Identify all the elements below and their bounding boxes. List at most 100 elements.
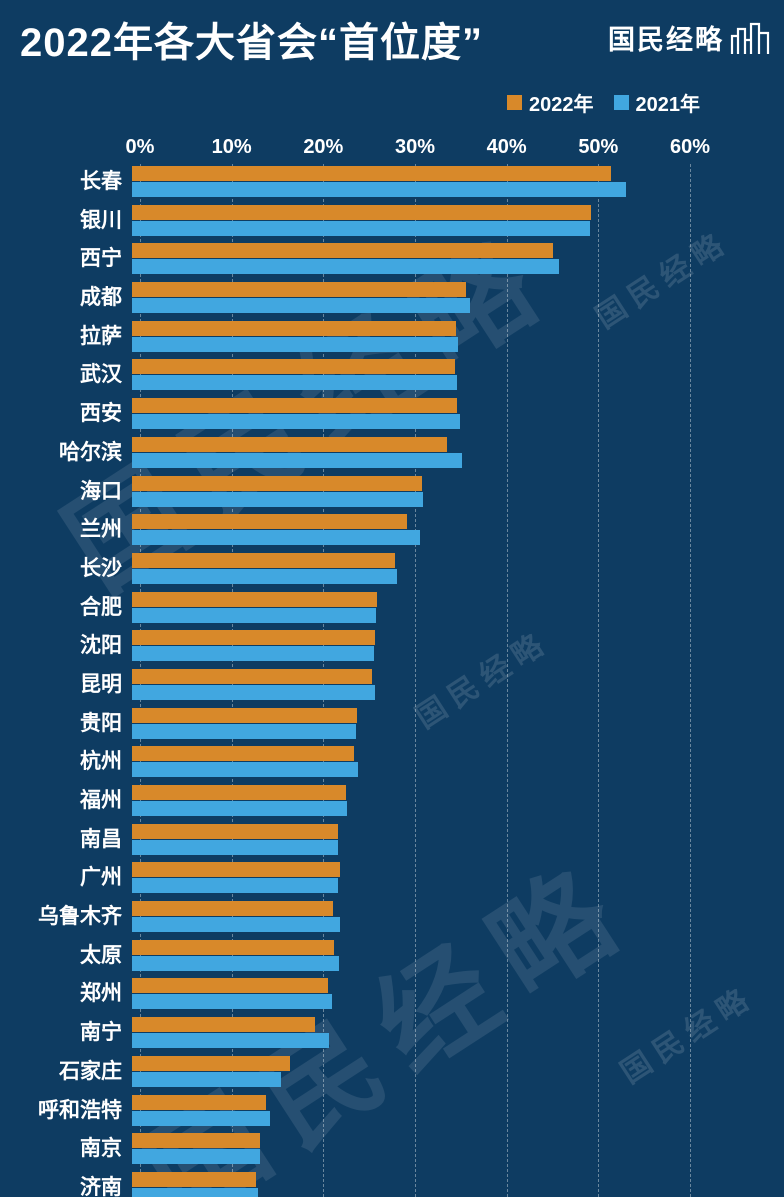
chart-row: 拉萨 bbox=[0, 320, 784, 352]
category-label: 杭州 bbox=[80, 750, 122, 774]
category-label: 武汉 bbox=[80, 363, 122, 387]
bar-2022 bbox=[132, 630, 375, 646]
bar-pair bbox=[132, 630, 682, 662]
bar-2022 bbox=[132, 1017, 316, 1033]
bar-2022 bbox=[132, 514, 407, 530]
bar-2022 bbox=[132, 359, 455, 375]
gridline bbox=[598, 164, 600, 1197]
gridline bbox=[415, 164, 416, 1197]
chart-row: 武汉 bbox=[0, 359, 784, 391]
x-tick-label: 60% bbox=[669, 136, 711, 158]
bar-2021 bbox=[132, 1110, 270, 1126]
category-label: 哈尔滨 bbox=[59, 440, 122, 464]
bar-2022 bbox=[132, 243, 553, 259]
category-label: 郑州 bbox=[80, 982, 122, 1006]
bar-2022 bbox=[132, 282, 466, 298]
chart-row: 长沙 bbox=[0, 552, 784, 584]
bar-2022 bbox=[132, 1055, 290, 1071]
bar-2022 bbox=[132, 823, 339, 839]
bar-pair bbox=[132, 282, 682, 314]
bar-2021 bbox=[132, 375, 457, 391]
bar-pair bbox=[132, 823, 682, 855]
bar-2021 bbox=[132, 1071, 281, 1087]
category-label: 拉萨 bbox=[80, 324, 122, 348]
chart-row: 沈阳 bbox=[0, 630, 784, 662]
brand-logo: 国民经略 bbox=[608, 18, 772, 57]
legend-item-2022: 2022年 bbox=[507, 88, 594, 117]
bar-2022 bbox=[132, 1133, 261, 1149]
chart-row: 贵阳 bbox=[0, 707, 784, 739]
bar-pair bbox=[132, 243, 682, 275]
bar-2022 bbox=[132, 1171, 256, 1187]
category-label: 银川 bbox=[80, 208, 122, 232]
bar-pair bbox=[132, 436, 682, 468]
bar-pair bbox=[132, 359, 682, 391]
page-title: 2022年各大省会“首位度” bbox=[20, 21, 483, 65]
bar-2021 bbox=[132, 646, 374, 662]
bar-2021 bbox=[132, 994, 332, 1010]
chart-row: 西宁 bbox=[0, 243, 784, 275]
brand-logo-text: 国民经略 bbox=[608, 25, 724, 55]
category-label: 西安 bbox=[80, 402, 122, 426]
bar-2021 bbox=[132, 530, 420, 546]
bar-2022 bbox=[132, 166, 611, 181]
bar-pair bbox=[132, 320, 682, 352]
x-tick-label: 40% bbox=[486, 136, 527, 158]
bar-2022 bbox=[132, 939, 334, 955]
chart-row: 广州 bbox=[0, 862, 784, 894]
chart-row: 海口 bbox=[0, 475, 784, 507]
bar-pair bbox=[132, 901, 682, 933]
city-skyline-icon bbox=[730, 22, 770, 54]
bar-pair bbox=[132, 1171, 682, 1197]
bar-pair bbox=[132, 1055, 682, 1087]
x-tick-label: 20% bbox=[303, 136, 344, 158]
bar-2021 bbox=[132, 607, 376, 623]
chart-row: 成都 bbox=[0, 282, 784, 314]
bar-2022 bbox=[132, 552, 396, 568]
bar-pair bbox=[132, 668, 682, 700]
chart-row: 杭州 bbox=[0, 746, 784, 778]
category-label: 南宁 bbox=[80, 1021, 122, 1045]
bar-2021 bbox=[132, 839, 339, 855]
bar-2021 bbox=[132, 182, 627, 197]
category-label: 长春 bbox=[80, 170, 122, 193]
bar-2022 bbox=[132, 436, 448, 452]
chart-row: 长春 bbox=[0, 166, 784, 197]
category-label: 昆明 bbox=[80, 672, 122, 696]
chart-row: 兰州 bbox=[0, 514, 784, 546]
bar-2022 bbox=[132, 398, 458, 414]
bar-2021 bbox=[132, 298, 471, 314]
bar-pair bbox=[132, 514, 682, 546]
bar-pair bbox=[132, 862, 682, 894]
chart-row: 太原 bbox=[0, 939, 784, 971]
bar-2022 bbox=[132, 746, 354, 762]
category-label: 沈阳 bbox=[80, 634, 122, 658]
chart-row: 南昌 bbox=[0, 823, 784, 855]
bar-2022 bbox=[132, 862, 341, 878]
bar-2021 bbox=[132, 917, 341, 933]
category-label: 合肥 bbox=[80, 595, 122, 619]
category-label: 南昌 bbox=[80, 827, 122, 851]
legend-item-2021: 2021年 bbox=[613, 88, 700, 117]
bar-2022 bbox=[132, 320, 456, 336]
category-label: 西宁 bbox=[80, 247, 122, 271]
bar-2022 bbox=[132, 901, 333, 917]
gridline bbox=[506, 164, 508, 1197]
bar-2021 bbox=[132, 801, 347, 816]
gridline bbox=[690, 164, 691, 1197]
bar-pair bbox=[132, 591, 682, 623]
bar-2022 bbox=[132, 785, 346, 800]
chart-row: 西安 bbox=[0, 398, 784, 430]
bar-2021 bbox=[132, 336, 459, 352]
category-label: 成都 bbox=[80, 286, 122, 310]
bar-pair bbox=[132, 1094, 682, 1126]
x-tick-label: 10% bbox=[211, 136, 252, 158]
bar-pair bbox=[132, 166, 682, 197]
bar-2021 bbox=[132, 259, 560, 275]
category-label: 广州 bbox=[80, 866, 122, 890]
chart-row: 郑州 bbox=[0, 978, 784, 1010]
bar-chart: 长春 银川 西宁 成都 拉萨 武汉 西安 哈尔滨 海口 兰州 长沙 合肥 沈阳 昆明 贵阳 杭州 福州 南昌 广州乌… bbox=[0, 166, 784, 1197]
category-label: 兰州 bbox=[80, 518, 122, 542]
bar-pair bbox=[132, 939, 682, 971]
chart-row: 南宁 bbox=[0, 1017, 784, 1049]
